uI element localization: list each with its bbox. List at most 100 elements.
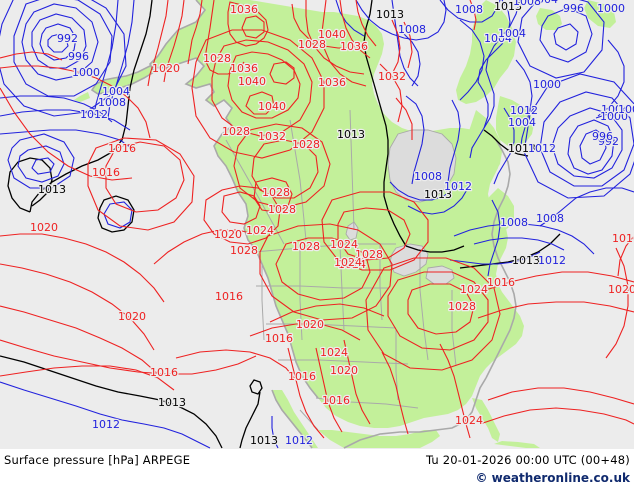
contour-label: 1028: [298, 38, 326, 51]
isobar-1016-atl-vert: [617, 235, 634, 277]
isobar-1032-canada-1: [291, 3, 363, 49]
isobar-1028-midwest: [337, 207, 411, 261]
coast-gulf-of-mexico: [343, 377, 487, 449]
isobar-1013-group: [0, 0, 561, 449]
isobar-1013-labrador: [483, 129, 529, 157]
contour-label: 1016: [288, 370, 316, 383]
isobar-1016-pac-ring-b: [87, 137, 195, 231]
isobar-low-centre-inner: [31, 157, 55, 175]
landmass-layer: [74, 0, 616, 448]
contour-label: 1016: [108, 142, 136, 155]
isobar-1000-ne-tail: [595, 111, 632, 119]
isobar-1032-far-n: [403, 21, 413, 69]
isobar-1024-gt-plains: [259, 223, 393, 321]
isobar-996-ne-ring: [553, 23, 579, 51]
isobar-1012-east-coast: [449, 251, 541, 265]
isobar-994-ring: [39, 23, 77, 61]
contour-label: 1028: [230, 244, 258, 257]
contour-label: 1024: [330, 238, 358, 251]
border-state-7: [278, 359, 409, 365]
contour-label: 1012: [528, 142, 556, 155]
contour-label: 1036: [230, 3, 258, 16]
isobar-1016-sw-vert-b: [315, 347, 343, 433]
contour-label: 1028: [292, 240, 320, 253]
coast-baja-gulf: [271, 389, 313, 449]
border-state-2: [299, 250, 303, 341]
isobar-996-atl-ring: [551, 107, 623, 179]
contour-label: 1004: [484, 32, 512, 45]
isobar-1008-hb-mid: [405, 95, 425, 185]
land-eastcoast-strip: [448, 248, 492, 330]
isobar-1028-canada-1: [305, 0, 365, 75]
border-canada-1: [289, 119, 307, 241]
isobar-1008-sweep: [0, 109, 131, 131]
isobar-1028-ridge: [191, 29, 325, 159]
contour-label: 1016: [322, 394, 350, 407]
isobar-1016-sw-arc: [249, 323, 361, 341]
contour-label: 1012: [510, 104, 538, 117]
isobar-1008-arctic: [391, 0, 419, 87]
land-greenland-sw: [456, 0, 516, 104]
isobar-1013-east: [459, 233, 561, 269]
isobar-1008-ne-arc-b: [483, 69, 495, 129]
contour-label: 1012: [538, 254, 566, 267]
chart-title: Surface pressure [hPa] ARPEGE: [4, 453, 191, 467]
contour-label: 1013: [337, 128, 365, 141]
isobar-1024-east: [387, 271, 489, 351]
isobar-1000-ne-ring: [539, 7, 593, 63]
isobar-1000-atl-ring: [539, 91, 634, 187]
footer-bar: Surface pressure [hPa] ARPEGE Tu 20-01-2…: [0, 449, 634, 490]
isobar-1020-atl-vert: [605, 247, 629, 359]
isobar-1028-alaska: [205, 0, 245, 75]
contour-label: 1024: [320, 346, 348, 359]
contour-label: 1012: [80, 108, 108, 121]
border-mexico: [315, 397, 419, 409]
isobar-1016-sw-vert: [287, 347, 325, 439]
border-state-6: [266, 323, 397, 329]
border-state-9: [451, 290, 457, 367]
isobar-996-ring: [31, 13, 87, 69]
contour-label: 1004: [601, 103, 629, 116]
isobar-1008-hudson-west: [403, 33, 421, 87]
isobar-1024-canada-1: [321, 0, 367, 87]
isobar-1016-pac-6: [175, 349, 297, 381]
contour-label: 1020: [296, 318, 324, 331]
border-canada-3: [225, 139, 285, 245]
isobar-1004-ne-ring: [517, 0, 605, 79]
contour-label: 1028: [262, 186, 290, 199]
isobar-high-group: [0, 0, 634, 439]
isobar-1004-atl-ring: [523, 73, 634, 199]
isobar-1013-baja-loop: [249, 379, 263, 395]
land-labrador: [446, 110, 502, 194]
pressure-map-canvas[interactable]: 992 996 1000 1004 1008 1012 1013 1016 1016 1020 10…: [0, 0, 634, 449]
contour-label: 992: [598, 135, 619, 148]
contour-label: 1013: [158, 396, 186, 409]
isobar-1013-small-ring: [97, 195, 135, 233]
valid-time-label: Tu 20-01-2026 00:00 UTC (00+48): [425, 453, 630, 467]
contour-label: 1020: [330, 364, 358, 377]
contour-label: 1008: [536, 212, 564, 225]
border-state-5: [256, 285, 388, 289]
isobar-1020-atl: [477, 301, 634, 319]
isobar-1036-canada-2: [339, 0, 371, 59]
isobar-1028-east: [407, 283, 475, 335]
contour-label: 1028: [222, 125, 250, 138]
contour-label: 1004: [618, 103, 634, 116]
isobar-1028-gt-plains: [275, 237, 371, 301]
isobar-1040-core: [269, 61, 295, 85]
isobar-998-ring: [21, 3, 99, 81]
isobar-1036-ridge: [227, 51, 301, 119]
contour-label: 1036: [340, 40, 368, 53]
isobar-1020-gulf: [479, 407, 634, 425]
isobar-992-atl-ring: [579, 129, 607, 165]
contour-label: 1020: [118, 310, 146, 323]
contour-label: 1028: [203, 52, 231, 65]
contour-label: 1008: [513, 0, 541, 8]
land-baja: [272, 390, 318, 448]
contour-label: 1024: [246, 224, 274, 237]
isobar-1016-pac-5: [0, 339, 257, 375]
isobar-1004-arc: [107, 0, 135, 119]
contour-labels-layer: 9929961000100410081012101310161016102010…: [29, 0, 634, 448]
isobar-1020-sw-arc: [269, 303, 385, 323]
